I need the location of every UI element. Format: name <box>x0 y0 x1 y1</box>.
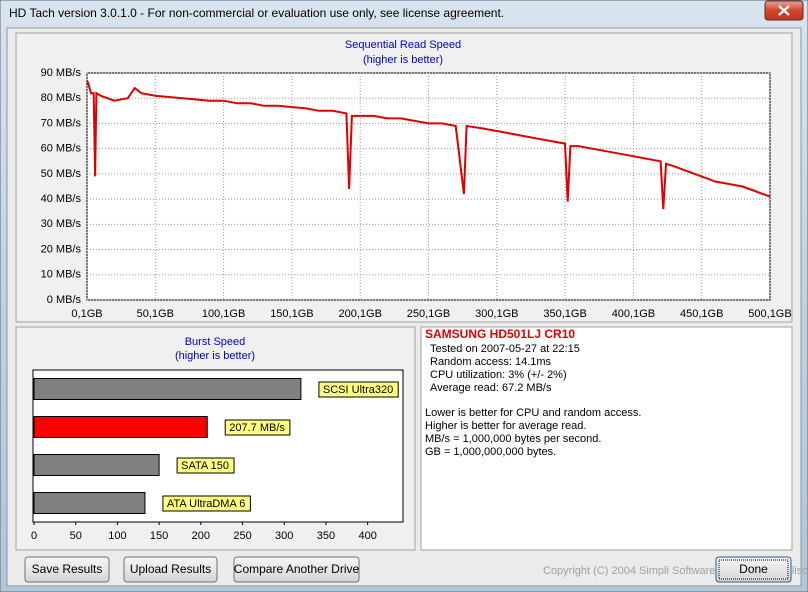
y-tick-label: 40 MB/s <box>41 193 82 205</box>
x-tick-label: 50,1GB <box>137 308 174 320</box>
button-label[interactable]: Save Results <box>32 562 103 576</box>
drive-info: Average read: 67.2 MB/s <box>430 382 552 394</box>
button-label[interactable]: Done <box>739 562 768 576</box>
bar-label-box <box>162 495 251 512</box>
focus-ring <box>718 559 789 580</box>
note: Higher is better for average read. <box>425 420 586 432</box>
bar <box>33 454 160 476</box>
button[interactable] <box>233 556 360 583</box>
x-tick-label: 0,1GB <box>71 308 102 320</box>
y-tick-label: 0 MB/s <box>47 294 82 306</box>
x-tick-label: 400 <box>358 530 376 542</box>
bar-label-box <box>176 457 235 474</box>
y-tick-label: 10 MB/s <box>41 269 82 281</box>
note: MB/s = 1,000,000 bytes per second. <box>425 433 601 445</box>
bar-label-box <box>224 419 291 436</box>
bar <box>33 492 146 514</box>
x-tick-label: 500,1GB <box>748 308 791 320</box>
chart-title: Burst Speed <box>185 336 246 348</box>
x-tick-label: 300 <box>275 530 293 542</box>
x-tick-label: 0 <box>31 530 37 542</box>
chart-title: Sequential Read Speed <box>345 39 461 51</box>
button-label[interactable]: Upload Results <box>130 562 211 576</box>
y-tick-label: 90 MB/s <box>41 67 82 79</box>
note: Lower is better for CPU and random acces… <box>425 407 641 419</box>
bar-label: 207.7 MB/s <box>229 422 285 434</box>
close-icon <box>778 5 790 16</box>
bar-label: ATA UltraDMA 6 <box>167 498 245 510</box>
chart-subtitle: (higher is better) <box>175 350 255 362</box>
x-tick-label: 50 <box>70 530 82 542</box>
x-tick-label: 400,1GB <box>612 308 655 320</box>
x-tick-label: 350,1GB <box>543 308 586 320</box>
drive-info: Tested on 2007-05-27 at 22:15 <box>430 343 580 355</box>
y-tick-label: 60 MB/s <box>41 143 82 155</box>
window-title: HD Tach version 3.0.1.0 - For non-commer… <box>9 6 504 20</box>
x-tick-label: 350 <box>317 530 335 542</box>
y-tick-label: 80 MB/s <box>41 92 82 104</box>
x-tick-label: 250,1GB <box>407 308 450 320</box>
x-tick-label: 450,1GB <box>680 308 723 320</box>
button-label[interactable]: Compare Another Drive <box>234 562 360 576</box>
drive-name: SAMSUNG HD501LJ CR10 <box>425 327 575 341</box>
x-tick-label: 300,1GB <box>475 308 518 320</box>
note: GB = 1,000,000,000 bytes. <box>425 446 556 458</box>
y-tick-label: 50 MB/s <box>41 168 82 180</box>
x-tick-label: 200,1GB <box>338 308 381 320</box>
button[interactable] <box>24 556 110 583</box>
x-tick-label: 150,1GB <box>270 308 313 320</box>
bar <box>33 378 302 400</box>
chart-subtitle: (higher is better) <box>363 54 443 66</box>
bar-label-box <box>318 381 399 398</box>
button[interactable] <box>715 556 792 583</box>
bar <box>33 416 208 438</box>
y-tick-label: 30 MB/s <box>41 218 82 230</box>
read-speed-line <box>86 80 771 210</box>
x-tick-label: 150 <box>150 530 168 542</box>
button[interactable] <box>123 556 218 583</box>
bar-label: SATA 150 <box>181 460 229 472</box>
y-tick-label: 20 MB/s <box>41 243 82 255</box>
info-panel <box>420 326 793 551</box>
x-tick-label: 200 <box>192 530 210 542</box>
drive-info: Random access: 14.1ms <box>430 356 552 368</box>
x-tick-label: 250 <box>233 530 251 542</box>
x-tick-label: 100 <box>108 530 126 542</box>
x-tick-label: 100,1GB <box>202 308 245 320</box>
y-tick-label: 70 MB/s <box>41 117 82 129</box>
bar-label: SCSI Ultra320 <box>323 384 393 396</box>
drive-info: CPU utilization: 3% (+/- 2%) <box>430 369 567 381</box>
